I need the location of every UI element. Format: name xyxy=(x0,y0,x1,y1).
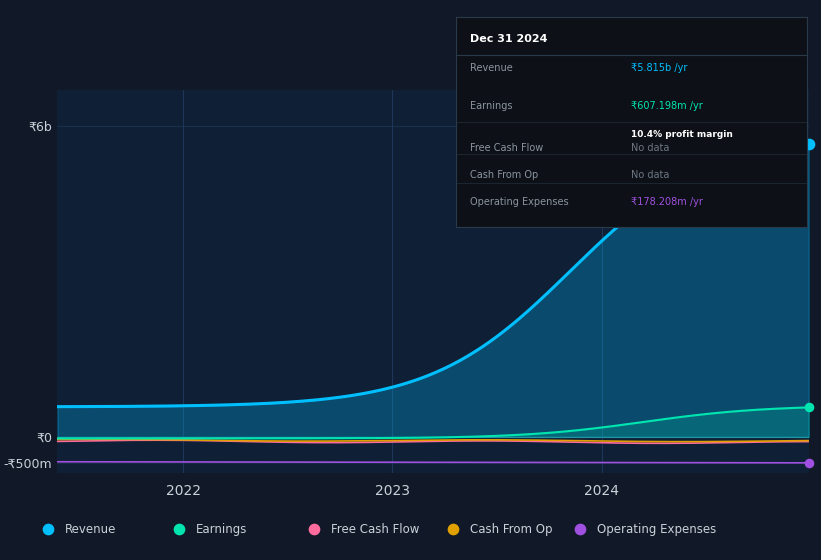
Text: Cash From Op: Cash From Op xyxy=(470,522,553,536)
Text: Dec 31 2024: Dec 31 2024 xyxy=(470,34,548,44)
Point xyxy=(802,458,815,467)
Text: Earnings: Earnings xyxy=(470,101,512,111)
Text: 10.4% profit margin: 10.4% profit margin xyxy=(631,130,733,139)
Text: Cash From Op: Cash From Op xyxy=(470,170,538,180)
Text: Revenue: Revenue xyxy=(470,63,512,73)
Text: ₹178.208m /yr: ₹178.208m /yr xyxy=(631,198,704,207)
Text: Free Cash Flow: Free Cash Flow xyxy=(331,522,420,536)
Point xyxy=(574,525,587,534)
Point xyxy=(447,525,460,534)
Text: ₹5.815b /yr: ₹5.815b /yr xyxy=(631,63,688,73)
Point xyxy=(802,403,815,412)
Point xyxy=(307,525,320,534)
Text: Operating Expenses: Operating Expenses xyxy=(597,522,717,536)
Text: Revenue: Revenue xyxy=(65,522,116,536)
Point xyxy=(172,525,186,534)
Text: ₹607.198m /yr: ₹607.198m /yr xyxy=(631,101,703,111)
Text: No data: No data xyxy=(631,170,670,180)
Point xyxy=(802,139,815,148)
Text: Free Cash Flow: Free Cash Flow xyxy=(470,143,543,153)
Text: Operating Expenses: Operating Expenses xyxy=(470,198,568,207)
Text: No data: No data xyxy=(631,143,670,153)
Point xyxy=(41,525,54,534)
Text: Earnings: Earnings xyxy=(196,522,247,536)
